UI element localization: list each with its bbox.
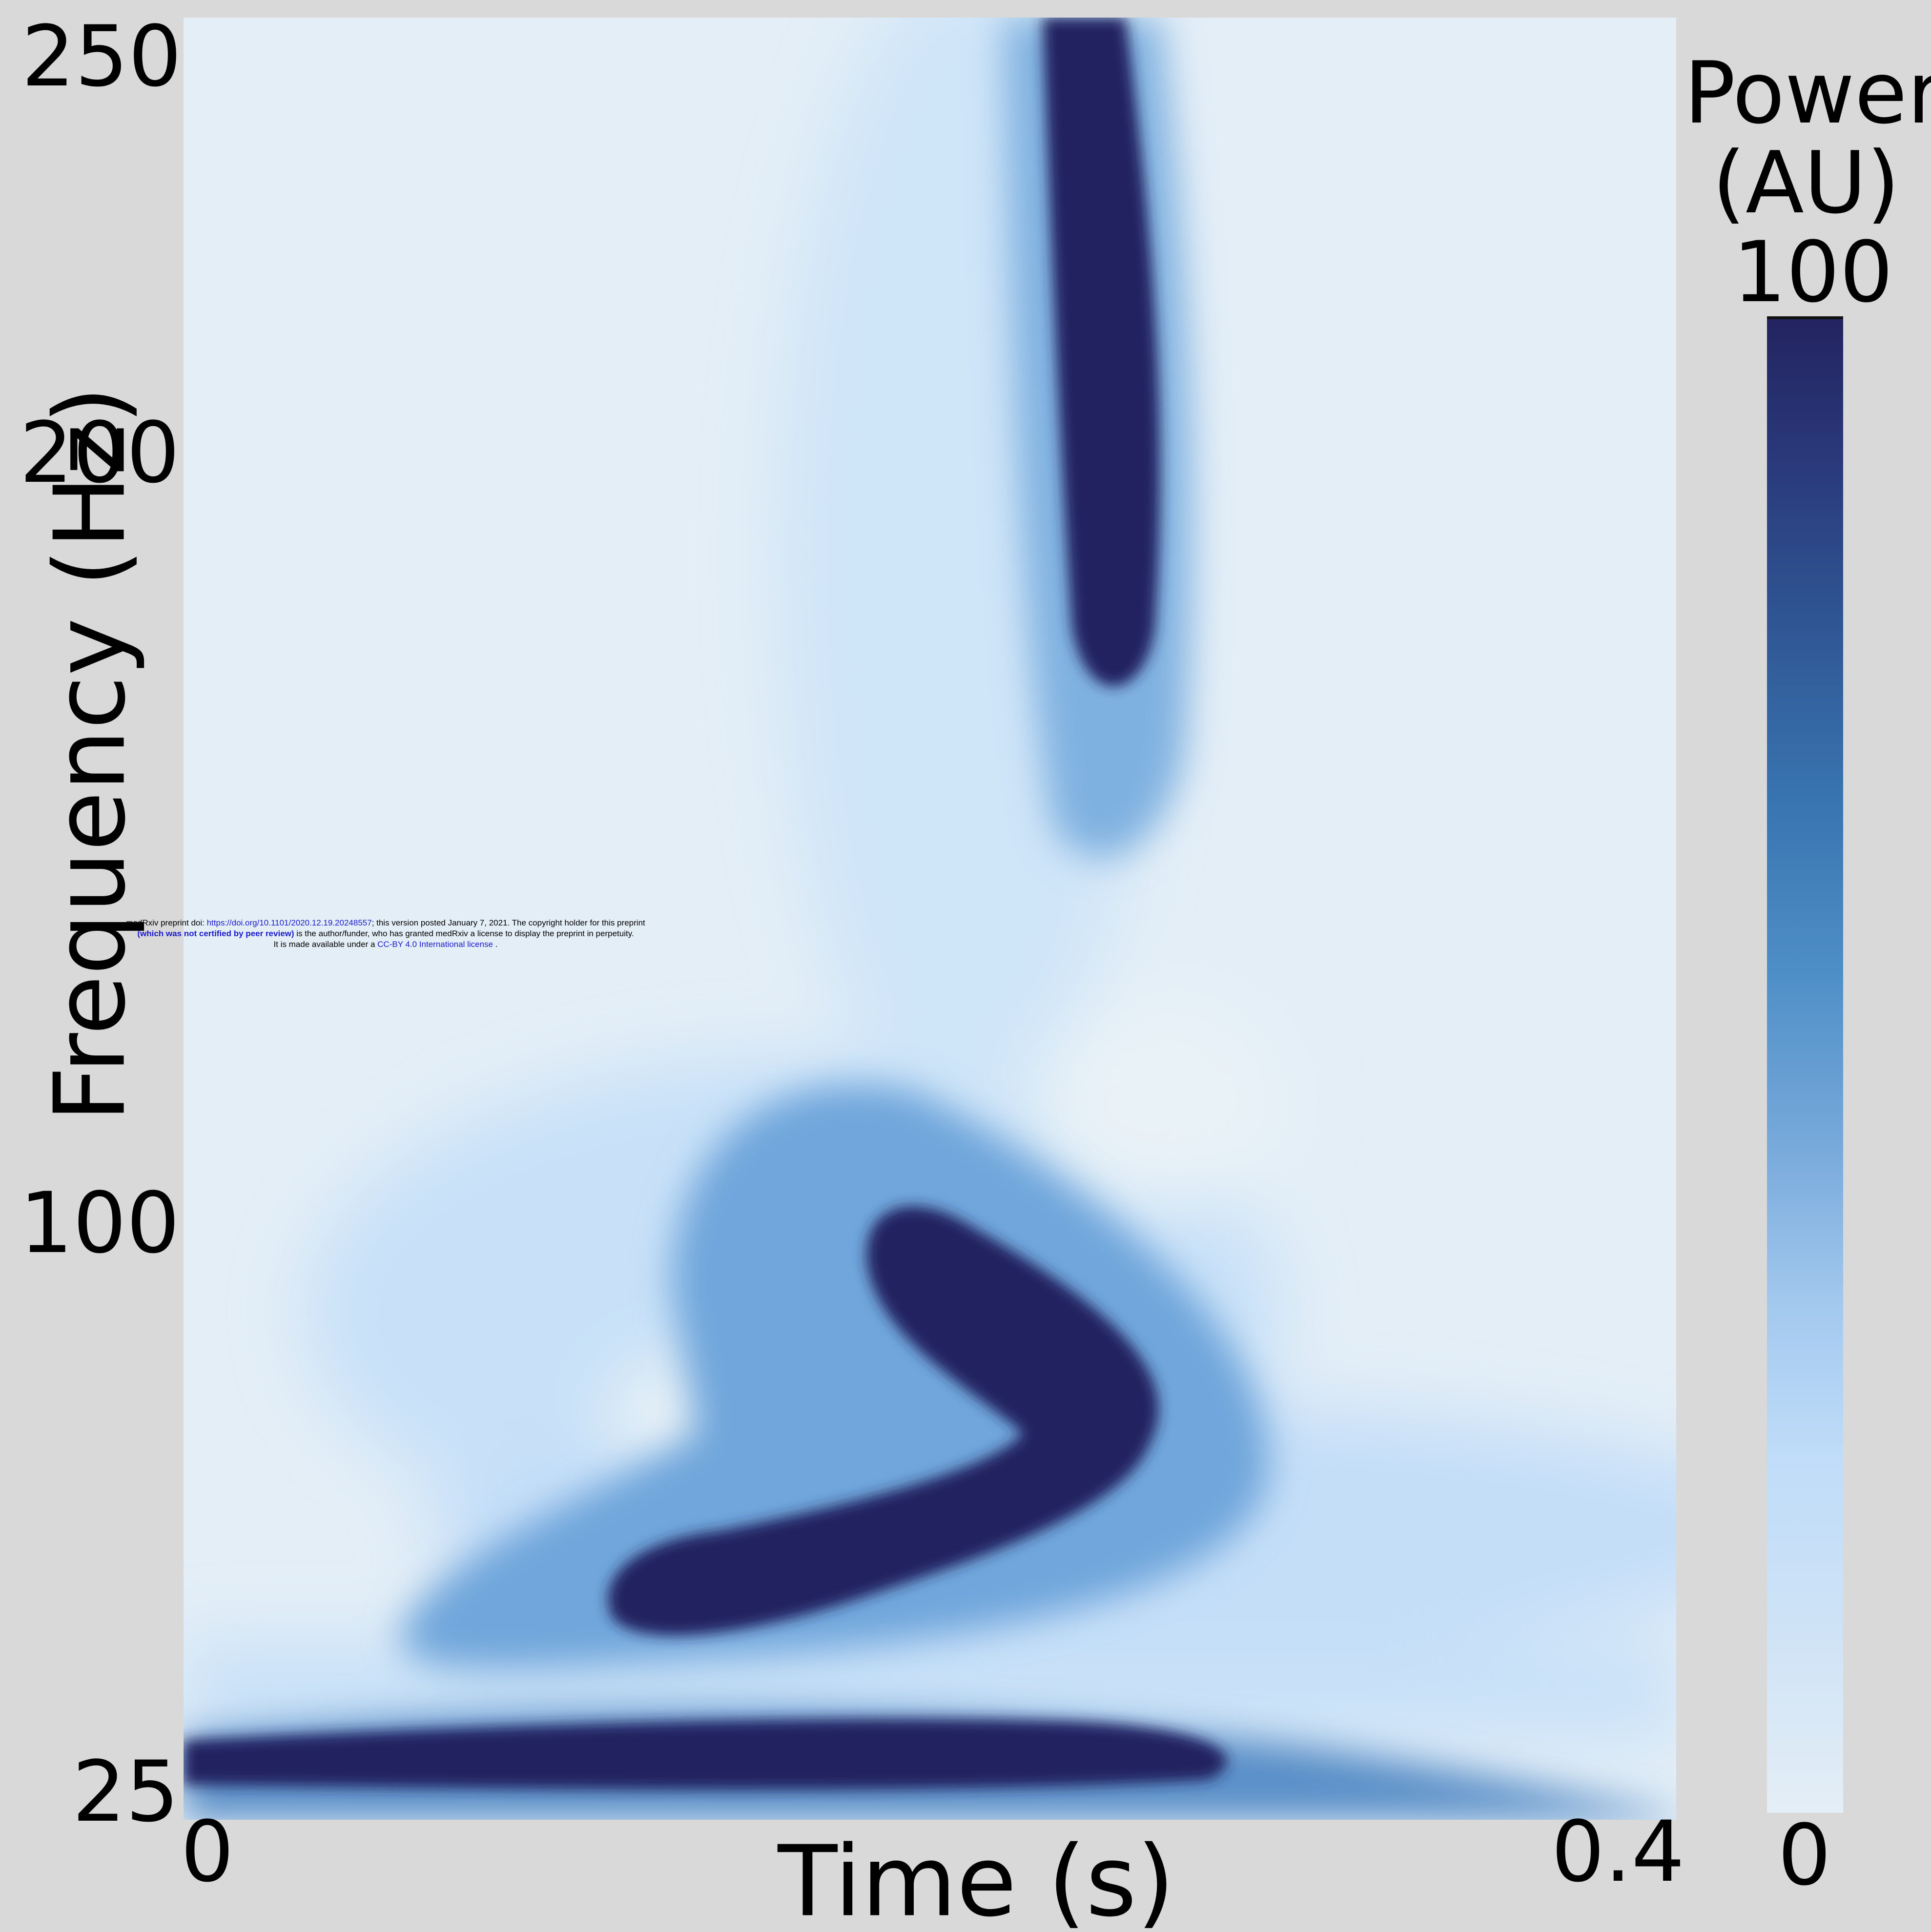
colorbar-title: Power (AU) bbox=[1684, 49, 1928, 228]
watermark-text: . bbox=[493, 940, 497, 949]
doi-link[interactable]: https://doi.org/10.1101/2020.12.19.20248… bbox=[207, 918, 372, 927]
watermark-text: It is made available under a bbox=[274, 940, 378, 949]
x-axis-label: Time (s) bbox=[778, 1825, 1174, 1932]
x-tick-0: 0 bbox=[181, 1810, 234, 1894]
watermark-text: is the author/funder, who has granted me… bbox=[294, 929, 634, 938]
colorbar bbox=[1767, 316, 1843, 1813]
colorbar-min-label: 0 bbox=[1778, 1813, 1831, 1897]
colorbar-title-line2: (AU) bbox=[1684, 139, 1928, 228]
y-tick-100: 100 bbox=[20, 1181, 180, 1265]
license-link[interactable]: CC-BY 4.0 International license bbox=[377, 940, 493, 949]
watermark-text: medRxiv preprint doi: bbox=[126, 918, 206, 927]
watermark-line-1: medRxiv preprint doi: https://doi.org/10… bbox=[88, 918, 683, 928]
preprint-watermark: medRxiv preprint doi: https://doi.org/10… bbox=[88, 918, 683, 950]
colorbar-max-label: 100 bbox=[1733, 230, 1893, 314]
y-axis-label: Frequency (Hz) bbox=[34, 386, 147, 1122]
x-tick-0.4: 0.4 bbox=[1551, 1810, 1685, 1894]
y-tick-25: 25 bbox=[72, 1750, 179, 1834]
watermark-line-2: (which was not certified by peer review)… bbox=[88, 928, 683, 939]
colorbar-title-line1: Power bbox=[1684, 49, 1928, 139]
watermark-text: ; this version posted January 7, 2021. T… bbox=[372, 918, 645, 927]
watermark-line-3: It is made available under a CC-BY 4.0 I… bbox=[88, 939, 683, 950]
y-tick-250: 250 bbox=[21, 15, 182, 99]
peer-review-note: (which was not certified by peer review) bbox=[137, 929, 294, 938]
